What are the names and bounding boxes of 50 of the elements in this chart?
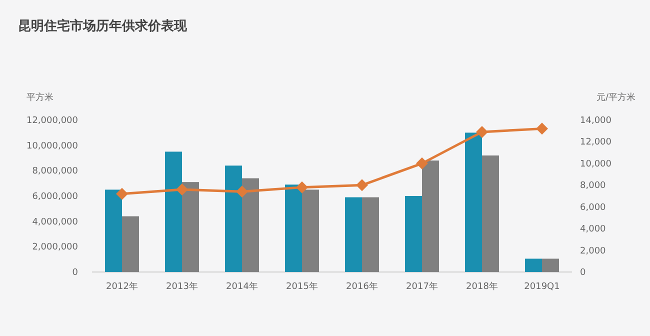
y2-tick-label: 8,000 [580, 181, 606, 192]
point [416, 157, 428, 170]
bar [165, 152, 182, 272]
point [536, 122, 548, 135]
y2-tick-label: 2,000 [580, 246, 606, 256]
y-tick-label: 12,000,000 [26, 116, 78, 126]
x-tick-label: 2017年 [406, 281, 438, 292]
y2-tick-label: 4,000 [580, 224, 606, 235]
y2-axis-title: 元/平方米 [596, 92, 636, 103]
y-tick-label: 0 [72, 268, 78, 278]
y2-tick-label: 14,000 [580, 116, 612, 126]
y2-tick-label: 0 [580, 268, 586, 278]
bar [105, 190, 122, 272]
bar [465, 132, 482, 272]
y2-tick-label: 10,000 [580, 159, 612, 170]
bar [422, 160, 439, 272]
bar [182, 182, 199, 272]
point [476, 126, 488, 138]
bar [405, 196, 422, 272]
bar [122, 216, 139, 272]
x-tick-label: 2019Q1 [524, 282, 560, 292]
bar [225, 166, 242, 272]
point [296, 181, 308, 194]
x-tick-label: 2016年 [346, 281, 378, 292]
y-axis-title: 平方米 [26, 92, 54, 103]
y-tick-label: 6,000,000 [32, 192, 78, 202]
x-tick-label: 2013年 [166, 281, 198, 292]
bar [302, 190, 319, 272]
y-tick-label: 4,000,000 [32, 217, 78, 228]
bar [285, 184, 302, 272]
x-tick-label: 2014年 [226, 281, 258, 292]
x-tick-label: 2012年 [106, 281, 138, 292]
y2-tick-label: 12,000 [580, 138, 612, 148]
bar [345, 197, 362, 272]
bar [542, 258, 559, 272]
bar [525, 258, 542, 272]
title: 昆明住宅市场历年供求价表现 [18, 19, 187, 34]
y-tick-label: 8,000,000 [32, 166, 78, 177]
bar [242, 178, 259, 272]
bar [362, 197, 379, 272]
y2-tick-label: 6,000 [580, 202, 606, 213]
x-tick-label: 2015年 [286, 281, 318, 292]
point [116, 188, 128, 200]
point [236, 186, 248, 198]
y-tick-label: 10,000,000 [26, 141, 78, 152]
bar [482, 155, 499, 272]
point [356, 179, 368, 192]
x-tick-label: 2018年 [466, 281, 498, 292]
point [176, 183, 188, 196]
y-tick-label: 2,000,000 [32, 242, 78, 253]
